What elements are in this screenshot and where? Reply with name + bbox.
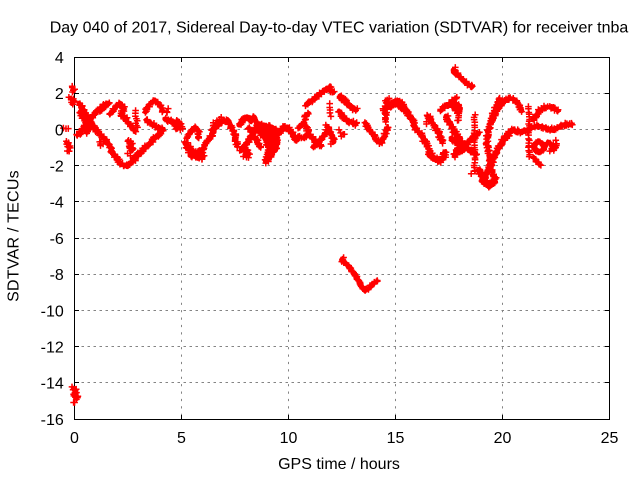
svg-text:10: 10 (280, 430, 298, 447)
svg-text:-8: -8 (50, 267, 64, 284)
svg-text:-16: -16 (41, 412, 64, 429)
svg-text:15: 15 (387, 430, 405, 447)
svg-text:2: 2 (55, 86, 64, 103)
svg-text:0: 0 (55, 122, 64, 139)
svg-text:-2: -2 (50, 159, 64, 176)
svg-text:GPS time / hours: GPS time / hours (278, 456, 400, 473)
svg-text:-6: -6 (50, 231, 64, 248)
svg-text:4: 4 (55, 50, 64, 67)
svg-text:20: 20 (494, 430, 512, 447)
svg-text:Day 040 of 2017, Sidereal Day-: Day 040 of 2017, Sidereal Day-to-day VTE… (50, 20, 629, 37)
svg-text:-10: -10 (41, 303, 64, 320)
svg-text:0: 0 (70, 430, 79, 447)
svg-text:5: 5 (177, 430, 186, 447)
svg-text:-12: -12 (41, 340, 64, 357)
svg-text:25: 25 (601, 430, 619, 447)
svg-text:SDTVAR / TECUs: SDTVAR / TECUs (6, 170, 23, 302)
svg-text:-14: -14 (41, 376, 64, 393)
svg-text:-4: -4 (50, 195, 64, 212)
